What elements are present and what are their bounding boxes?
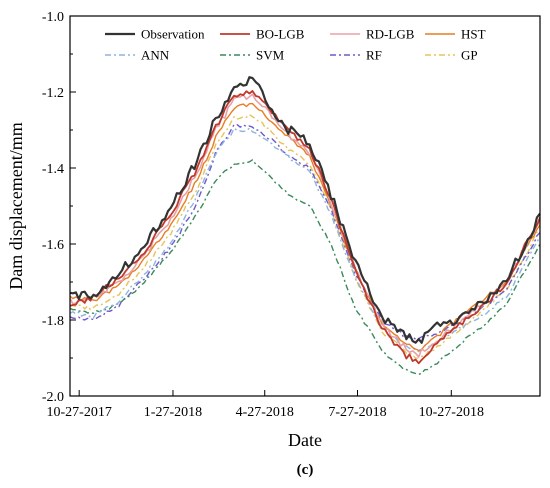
series-line-observation [69, 76, 541, 344]
series-line-svm [69, 159, 541, 376]
x-tick-label: 7-27-2018 [328, 405, 386, 420]
legend-label-ann: ANN [141, 48, 170, 63]
plot-lines [69, 76, 541, 376]
series-line-bo-lgb [69, 90, 541, 365]
y-axis-ticks: -1.0 -1.2 -1.4 -1.6 -1.8 -2.0 [42, 10, 76, 405]
series-line-rf [69, 123, 541, 340]
x-tick-label: 10-27-2018 [419, 405, 484, 420]
legend-label-bo-lgb: BO-LGB [256, 27, 305, 42]
x-tick-label: 1-27-2018 [144, 405, 202, 420]
y-tick-label: -1.6 [42, 238, 64, 253]
legend-label-observation: Observation [141, 27, 205, 42]
y-tick-label: -1.8 [42, 314, 64, 329]
x-tick-label: 4-27-2018 [236, 405, 294, 420]
y-tick-label: -1.0 [42, 10, 64, 25]
legend-label-svm: SVM [256, 48, 285, 63]
legend-label-rf: RF [366, 48, 382, 63]
plot-frame [69, 15, 541, 397]
y-tick-label: -1.4 [42, 162, 64, 177]
y-axis-title: Dam displacement/mm [6, 122, 26, 289]
series-line-rd-lgb [69, 93, 541, 358]
x-tick-label: 10-27-2017 [47, 405, 112, 420]
legend-label-gp: GP [461, 48, 478, 63]
y-tick-label: -1.2 [42, 86, 64, 101]
legend: Observation BO-LGB RD-LGB HST ANN SVM RF GP [105, 27, 486, 63]
y-tick-label: -2.0 [42, 390, 64, 405]
x-axis-title: Date [288, 430, 322, 450]
legend-label-hst: HST [461, 27, 486, 42]
x-axis-ticks: 10-27-2017 1-27-2018 4-27-2018 7-27-2018 10-… [47, 390, 484, 420]
panel-label: (c) [297, 462, 314, 478]
legend-label-rd-lgb: RD-LGB [366, 27, 415, 42]
